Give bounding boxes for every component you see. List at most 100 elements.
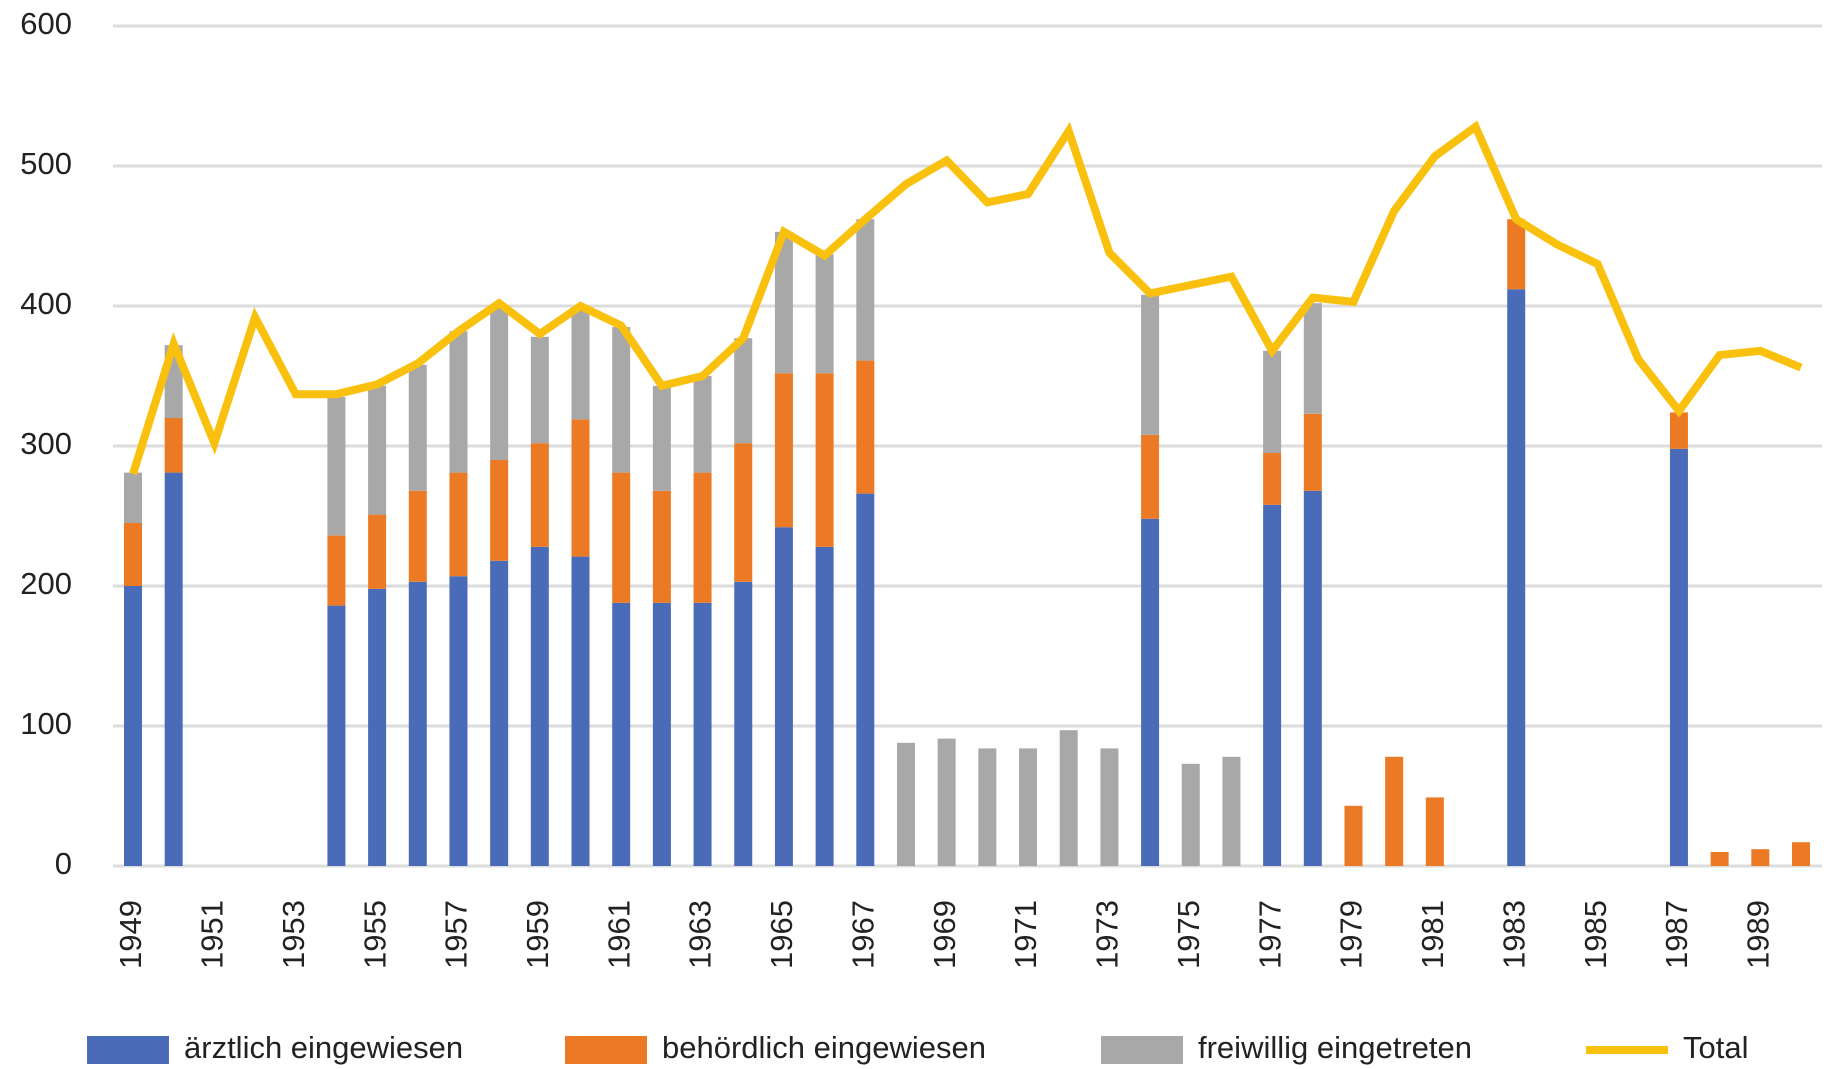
bar-segment — [856, 360, 875, 494]
bar-segment — [1263, 504, 1282, 866]
bar-segment — [1507, 219, 1526, 290]
bar-segment — [530, 443, 549, 547]
bar-segment — [1344, 805, 1363, 866]
bar-segment — [693, 376, 712, 473]
y-tick-label: 0 — [55, 846, 72, 881]
x-tick-label: 1963 — [683, 900, 718, 969]
bar-segment — [734, 443, 753, 582]
bar-segment — [408, 490, 427, 582]
x-tick-label: 1977 — [1252, 900, 1287, 969]
legend-label: behördlich eingewiesen — [662, 1030, 986, 1065]
x-tick-label: 1971 — [1008, 900, 1043, 969]
bar-segment — [652, 602, 671, 866]
y-tick-label: 300 — [20, 426, 72, 461]
x-tick-label: 1957 — [439, 900, 474, 969]
bar-segment — [815, 254, 834, 374]
bar-segment — [1751, 849, 1770, 866]
bar-segment — [612, 602, 631, 866]
bar-segment — [327, 605, 346, 866]
x-tick-label: 1969 — [927, 900, 962, 969]
bar-segment — [612, 472, 631, 603]
bar-segment — [490, 460, 509, 561]
bar-segment — [1669, 412, 1688, 449]
bar-segment — [571, 556, 590, 866]
x-tick-label: 1979 — [1334, 900, 1369, 969]
bar-segment — [815, 373, 834, 547]
bar-segment — [408, 581, 427, 866]
bar-segment — [1303, 490, 1322, 866]
bar-segment — [327, 397, 346, 536]
bar-segment — [368, 385, 387, 515]
bar-segment — [734, 338, 753, 444]
bar-segment — [1385, 756, 1404, 866]
bar-segment — [1710, 852, 1729, 866]
bar-segment — [978, 748, 997, 866]
legend-label: Total — [1683, 1030, 1748, 1065]
bar-segment — [368, 514, 387, 589]
bar-segment — [1059, 730, 1078, 866]
bar-segment — [164, 418, 183, 473]
legend-swatch — [565, 1036, 647, 1064]
bar-segment — [734, 581, 753, 866]
x-tick-label: 1955 — [357, 900, 392, 969]
bar-segment — [1181, 763, 1200, 866]
x-tick-label: 1987 — [1659, 900, 1694, 969]
bar-segment — [856, 493, 875, 866]
bar-segment — [1303, 413, 1322, 491]
bar-segment — [1507, 289, 1526, 866]
legend-item: ärztlich eingewiesen — [87, 1030, 463, 1065]
bar-segment — [774, 231, 793, 374]
bar-segment — [490, 306, 509, 460]
bar-segment — [530, 336, 549, 444]
bar-segment — [124, 472, 142, 523]
bar-segment — [1019, 748, 1038, 866]
x-tick-label: 1989 — [1741, 900, 1776, 969]
legend-swatch — [87, 1036, 169, 1064]
bar-segment — [490, 560, 509, 866]
bar-segment — [612, 327, 631, 473]
bar-segment — [449, 331, 468, 473]
bar-segment — [774, 373, 793, 528]
bar-segment — [1141, 434, 1160, 519]
x-tick-label: 1949 — [113, 900, 148, 969]
total-line — [129, 120, 1803, 476]
bar-segment — [124, 523, 142, 586]
x-tick-label: 1981 — [1415, 900, 1450, 969]
bar-segment — [1222, 756, 1241, 866]
bar-segment — [1100, 748, 1119, 866]
bar-segment — [571, 419, 590, 557]
bar-segment — [1792, 842, 1810, 866]
bar-segment — [937, 738, 956, 866]
y-tick-label: 100 — [20, 706, 72, 741]
bar-segment — [449, 576, 468, 866]
bar-segment — [1303, 303, 1322, 414]
x-tick-label: 1953 — [276, 900, 311, 969]
bar-segment — [856, 219, 875, 361]
legend-label: ärztlich eingewiesen — [184, 1030, 463, 1065]
bar-segment — [1263, 350, 1282, 453]
bar-segment — [530, 546, 549, 866]
bar-segment — [652, 385, 671, 491]
bar-segment — [408, 364, 427, 491]
bar-segment — [652, 490, 671, 603]
legend-item: freiwillig eingetreten — [1101, 1030, 1472, 1065]
bar-segment — [693, 472, 712, 603]
bar-segment — [571, 310, 590, 420]
bar-segment — [1141, 294, 1160, 435]
bar-segment — [368, 588, 387, 866]
bar-segment — [327, 535, 346, 606]
bar-segment — [124, 586, 142, 866]
x-tick-label: 1961 — [601, 900, 636, 969]
x-tick-label: 1973 — [1090, 900, 1125, 969]
legend-label: freiwillig eingetreten — [1198, 1030, 1472, 1065]
x-tick-label: 1967 — [845, 900, 880, 969]
bar-segment — [896, 742, 915, 866]
bar-segment — [1263, 453, 1282, 505]
y-tick-label: 500 — [20, 146, 72, 181]
legend-item: behördlich eingewiesen — [565, 1030, 986, 1065]
y-tick-label: 200 — [20, 566, 72, 601]
y-tick-label: 600 — [20, 6, 72, 41]
x-tick-label: 1975 — [1171, 900, 1206, 969]
y-tick-label: 400 — [20, 286, 72, 321]
